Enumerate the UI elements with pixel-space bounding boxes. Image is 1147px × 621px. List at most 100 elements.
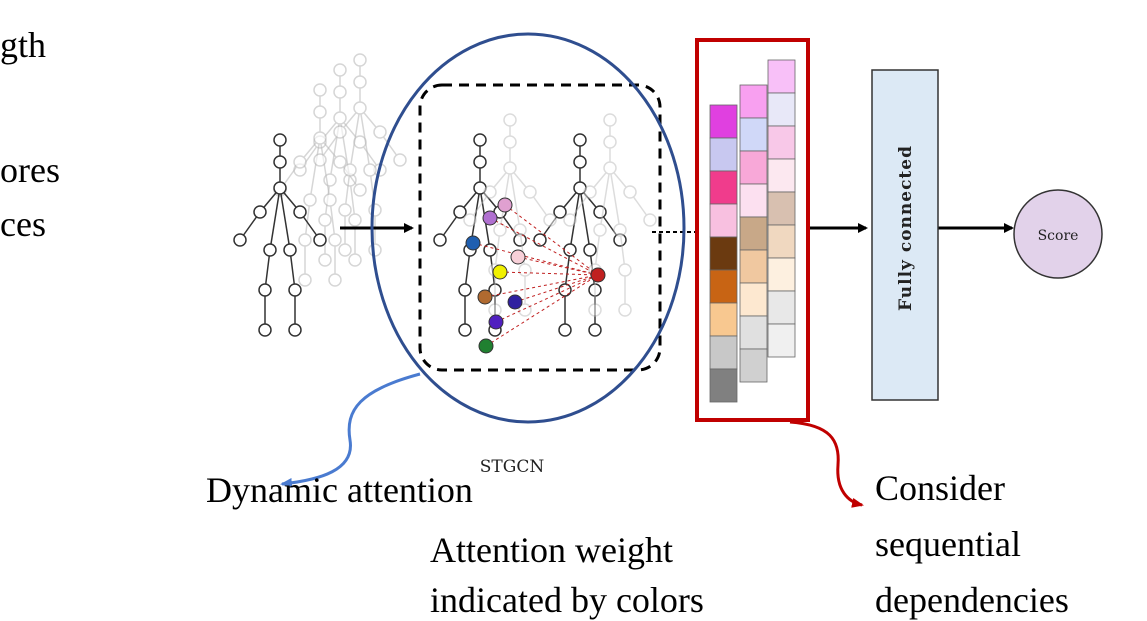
joint — [369, 244, 381, 256]
joint — [594, 224, 606, 236]
attention-dot — [493, 265, 507, 279]
color-cell — [768, 93, 795, 126]
joint — [334, 112, 346, 124]
joint — [544, 214, 556, 226]
joint — [604, 114, 616, 126]
color-cell — [740, 184, 767, 217]
joint — [484, 186, 496, 198]
joint — [314, 106, 326, 118]
joint — [354, 54, 366, 66]
color-cell — [740, 283, 767, 316]
color-columns — [710, 60, 795, 402]
joint — [614, 224, 626, 236]
color-cell — [740, 349, 767, 382]
joint — [329, 234, 341, 246]
stgcn-label: STGCN — [480, 457, 545, 477]
joint — [289, 324, 301, 336]
color-cell — [710, 369, 737, 402]
joint — [339, 204, 351, 216]
color-cell — [710, 171, 737, 204]
color-cell — [740, 316, 767, 349]
caption: Consider — [875, 468, 1005, 508]
joint — [314, 84, 326, 96]
joint — [304, 194, 316, 206]
attention-dot — [489, 315, 503, 329]
joint — [514, 224, 526, 236]
joint — [584, 186, 596, 198]
joint — [334, 126, 346, 138]
joint — [459, 324, 471, 336]
color-cell — [768, 60, 795, 93]
attention-link — [490, 218, 598, 275]
callout-arrow — [282, 374, 420, 484]
joint — [314, 234, 326, 246]
joint — [559, 324, 571, 336]
joint — [344, 164, 356, 176]
color-cell — [768, 159, 795, 192]
joint — [349, 254, 361, 266]
joint — [584, 244, 596, 256]
attention-dot — [478, 290, 492, 304]
attention-link — [486, 275, 598, 346]
joint — [334, 86, 346, 98]
color-cell — [710, 204, 737, 237]
diagram: gth ores ces STGCN Fully connected Score… — [0, 0, 1147, 621]
fc-label: Fully connected — [896, 145, 916, 311]
attention-link — [500, 272, 598, 275]
joint — [259, 324, 271, 336]
caption: sequential — [875, 524, 1021, 564]
color-cell — [740, 250, 767, 283]
color-cell — [740, 85, 767, 118]
caption: Dynamic attention — [206, 470, 473, 510]
attention-dot — [591, 268, 605, 282]
joint — [519, 264, 531, 276]
joint — [454, 206, 466, 218]
joint — [319, 254, 331, 266]
joint — [619, 264, 631, 276]
color-cell — [768, 324, 795, 357]
joint — [504, 136, 516, 148]
joint — [299, 234, 311, 246]
attention-dot — [466, 236, 480, 250]
joint — [619, 304, 631, 316]
joint — [314, 132, 326, 144]
joint — [274, 156, 286, 168]
joint — [489, 304, 501, 316]
fragment-text: ores — [0, 150, 60, 190]
color-cell — [768, 225, 795, 258]
joint — [604, 162, 616, 174]
joint — [349, 214, 361, 226]
joint — [394, 154, 406, 166]
caption: indicated by colors — [430, 580, 704, 620]
color-cell — [710, 303, 737, 336]
joint — [459, 284, 471, 296]
joint — [574, 134, 586, 146]
joint — [494, 224, 506, 236]
caption: dependencies — [875, 580, 1069, 620]
joint — [354, 102, 366, 114]
caption: Attention weight — [430, 530, 673, 570]
joint — [624, 186, 636, 198]
attention-dot — [511, 250, 525, 264]
callout-arrow — [790, 422, 862, 505]
joint — [274, 182, 286, 194]
joint — [474, 134, 486, 146]
joint — [434, 234, 446, 246]
color-cell — [710, 138, 737, 171]
attention-dot — [483, 211, 497, 225]
joint — [644, 214, 656, 226]
fragment-text: ces — [0, 204, 46, 244]
joint — [504, 114, 516, 126]
joint — [589, 324, 601, 336]
attention-dot — [508, 295, 522, 309]
joint — [559, 284, 571, 296]
joint — [364, 164, 376, 176]
joint — [329, 274, 341, 286]
joint — [294, 206, 306, 218]
color-cell — [740, 118, 767, 151]
joint — [554, 206, 566, 218]
skeleton — [234, 134, 326, 336]
joint — [284, 244, 296, 256]
joint — [374, 126, 386, 138]
color-cell — [710, 336, 737, 369]
